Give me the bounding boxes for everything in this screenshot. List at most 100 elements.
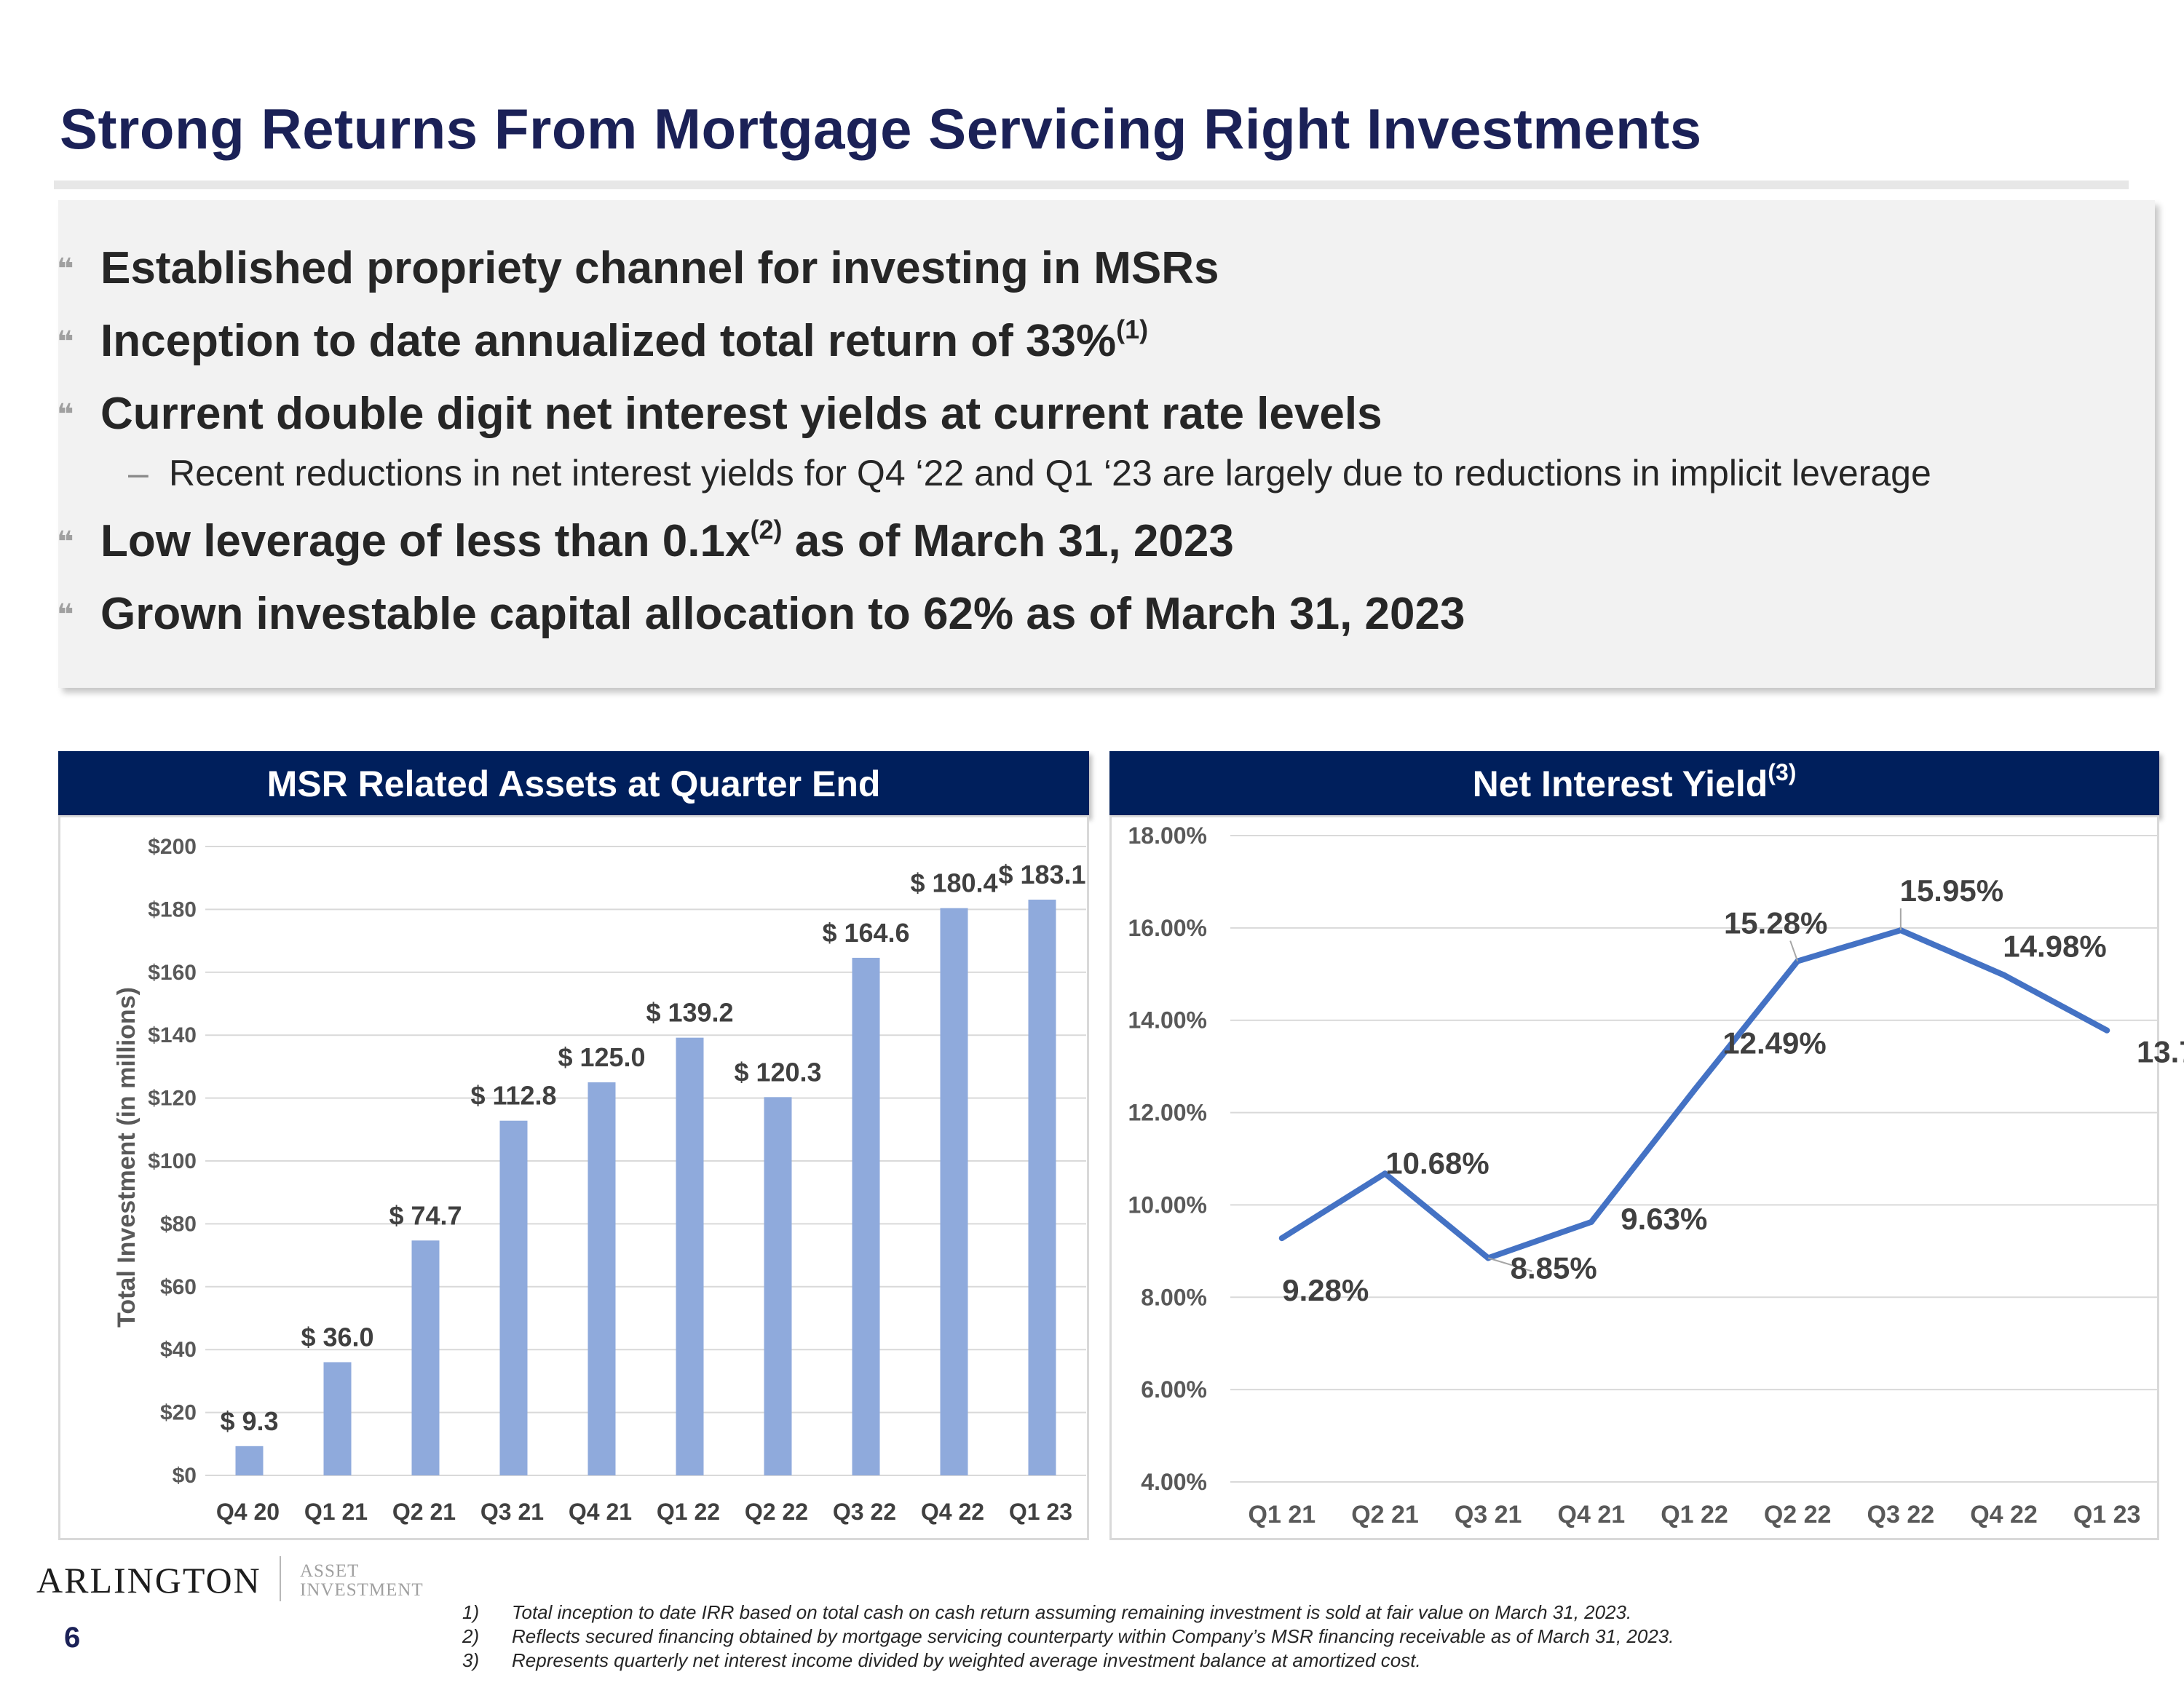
- key-points-box: ❝ Established propriety channel for inve…: [57, 200, 2155, 688]
- x-tick-label: Q3 21: [480, 1499, 544, 1525]
- line-chart-panel: [1109, 815, 2159, 1540]
- y-tick-label: $60: [160, 1275, 197, 1299]
- x-tick-label: Q4 22: [921, 1499, 984, 1525]
- data-label: 10.68%: [1385, 1146, 1489, 1180]
- y-tick-label: 12.00%: [1128, 1100, 1207, 1126]
- data-point: [2001, 972, 2007, 978]
- data-point: [1691, 1087, 1698, 1093]
- quote-bullet-icon: ❝: [57, 399, 74, 431]
- data-label: 15.95%: [1900, 873, 2003, 908]
- footnote-number: 1): [462, 1601, 480, 1623]
- bar-chart-title: MSR Related Assets at Quarter End: [266, 764, 881, 804]
- data-label: $ 139.2: [646, 998, 733, 1028]
- data-label: $ 74.7: [389, 1200, 462, 1230]
- bullet-text: Low leverage of less than 0.1x: [100, 516, 751, 566]
- y-tick-label: $80: [160, 1212, 197, 1236]
- line-chart-title: Net Interest Yield: [1472, 764, 1768, 804]
- data-label: 9.63%: [1621, 1202, 1707, 1236]
- x-tick-label: Q2 22: [745, 1499, 808, 1525]
- y-tick-label: $140: [148, 1023, 197, 1047]
- y-tick-label: $40: [160, 1338, 197, 1362]
- footnote-text: Represents quarterly net interest income…: [512, 1649, 1421, 1671]
- bar-chart-header: MSR Related Assets at Quarter End: [58, 751, 1089, 817]
- bar: [587, 1082, 616, 1475]
- x-tick-label: Q1 21: [1249, 1501, 1316, 1529]
- x-tick-label: Q4 21: [1558, 1501, 1626, 1529]
- data-label: $ 183.1: [998, 860, 1085, 889]
- y-tick-label: 16.00%: [1128, 915, 1207, 941]
- data-label: 13.78%: [2137, 1035, 2184, 1069]
- line-chart-header: Net Interest Yield(3): [1109, 751, 2159, 817]
- data-point: [2104, 1027, 2110, 1034]
- y-tick-label: $20: [160, 1401, 197, 1425]
- y-tick-label: $120: [148, 1087, 197, 1111]
- x-tick-label: Q1 22: [657, 1499, 720, 1525]
- bullet-2: ❝ Inception to date annualized total ret…: [57, 315, 1148, 367]
- y-tick-label: $0: [173, 1464, 197, 1488]
- bullet-text: Current double digit net interest yields…: [100, 389, 1382, 439]
- y-axis-label: Total Investment (in millions): [113, 987, 141, 1328]
- y-tick-label: 8.00%: [1141, 1284, 1207, 1310]
- bar: [676, 1037, 704, 1475]
- y-tick-label: 14.00%: [1128, 1007, 1207, 1034]
- x-tick-label: Q2 21: [392, 1499, 456, 1525]
- logo-sub-line-2: INVESTMENT: [300, 1580, 424, 1600]
- bar: [764, 1097, 792, 1475]
- data-point: [1588, 1218, 1594, 1225]
- footnote-text: Total inception to date IRR based on tot…: [512, 1601, 1632, 1623]
- data-label: $ 36.0: [301, 1322, 373, 1352]
- footnote-ref: (2): [750, 515, 783, 544]
- bullet-4: ❝ Low leverage of less than 0.1x(2) as o…: [57, 515, 1234, 567]
- bar: [323, 1362, 352, 1475]
- sub-bullet: – Recent reductions in net interest yiel…: [128, 452, 1931, 494]
- x-tick-label: Q1 23: [1009, 1499, 1072, 1525]
- bullet-text: Inception to date annualized total retur…: [100, 316, 1117, 366]
- x-tick-label: Q3 22: [833, 1499, 896, 1525]
- x-tick-label: Q3 21: [1455, 1501, 1522, 1529]
- title-divider: [54, 181, 2129, 189]
- y-tick-label: $180: [148, 897, 197, 921]
- x-tick-label: Q1 21: [304, 1499, 368, 1525]
- quote-bullet-icon: ❝: [57, 526, 74, 558]
- sub-bullet-text: Recent reductions in net interest yields…: [169, 453, 1931, 493]
- company-logo: ARLINGTON: [36, 1560, 261, 1601]
- data-point: [1278, 1235, 1285, 1242]
- footnote-text: Reflects secured financing obtained by m…: [512, 1625, 1674, 1647]
- data-label: 9.28%: [1282, 1273, 1369, 1307]
- bullet-3: ❝ Current double digit net interest yiel…: [57, 388, 1382, 440]
- logo-sub-line-1: ASSET: [300, 1561, 360, 1581]
- x-tick-label: Q4 22: [1970, 1501, 2038, 1529]
- y-tick-label: 6.00%: [1141, 1376, 1207, 1403]
- y-tick-label: 4.00%: [1141, 1469, 1207, 1495]
- x-tick-label: Q2 21: [1351, 1501, 1419, 1529]
- leader-line: [1789, 940, 1799, 962]
- data-point: [1382, 1170, 1388, 1177]
- data-label: $ 120.3: [734, 1057, 821, 1087]
- bar: [1028, 900, 1056, 1475]
- x-tick-label: Q2 22: [1764, 1501, 1832, 1529]
- x-tick-label: Q4 20: [216, 1499, 280, 1525]
- bar: [940, 908, 968, 1475]
- bullet-text: Grown investable capital allocation to 6…: [100, 589, 1465, 639]
- bar: [411, 1240, 440, 1475]
- data-label: 12.49%: [1722, 1026, 1826, 1060]
- data-point: [1485, 1255, 1492, 1261]
- bullet-text: Established propriety channel for invest…: [100, 243, 1219, 293]
- x-tick-label: Q4 21: [569, 1499, 632, 1525]
- bullet-5: ❝ Grown investable capital allocation to…: [57, 588, 1465, 640]
- bullet-text-rest: as of March 31, 2023: [782, 516, 1234, 566]
- y-tick-label: 18.00%: [1128, 822, 1207, 849]
- company-logo-sub: ASSET INVESTMENT: [300, 1562, 424, 1600]
- x-tick-label: Q1 23: [2073, 1501, 2141, 1529]
- page-title: Strong Returns From Mortgage Servicing R…: [60, 97, 1702, 161]
- data-label: $ 112.8: [470, 1081, 556, 1111]
- footnote-number: 2): [462, 1625, 480, 1647]
- data-label: 15.28%: [1724, 906, 1827, 940]
- footnote-ref: (3): [1768, 759, 1797, 785]
- bar: [235, 1446, 264, 1475]
- data-label: $ 125.0: [558, 1042, 645, 1072]
- data-label: $ 9.3: [220, 1406, 278, 1436]
- bullet-1: ❝ Established propriety channel for inve…: [57, 242, 1219, 294]
